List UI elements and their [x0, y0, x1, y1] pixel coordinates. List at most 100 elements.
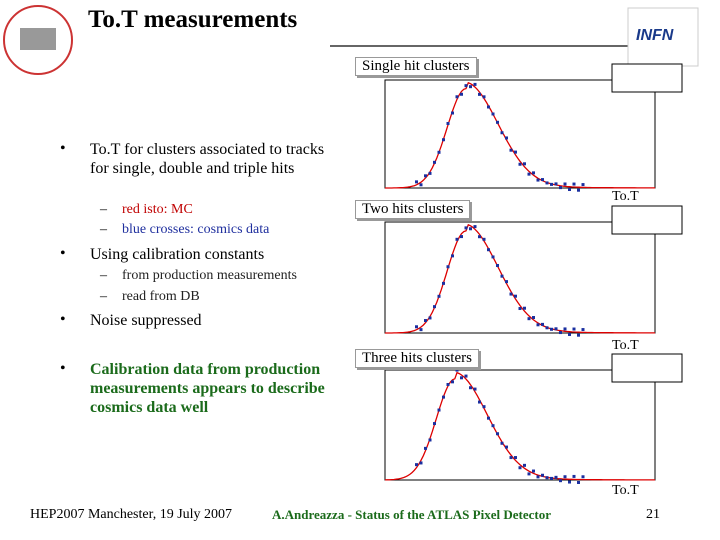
- data-point: [487, 105, 490, 109]
- data-point: [572, 474, 576, 478]
- sub-bullet: red isto: MC: [122, 202, 193, 217]
- data-point: [478, 92, 481, 96]
- data-point: [514, 456, 517, 460]
- plot-title: Two hits clusters: [355, 200, 471, 219]
- data-point: [577, 333, 580, 337]
- data-point: [509, 456, 513, 460]
- data-point: [536, 178, 540, 182]
- data-point: [559, 186, 562, 190]
- page-number: 21: [646, 507, 660, 522]
- data-point: [536, 475, 540, 479]
- data-point: [460, 92, 463, 96]
- data-point: [433, 160, 436, 164]
- data-point: [464, 84, 468, 88]
- data-point: [437, 408, 441, 412]
- bullet-text: Calibration data from production measure…: [90, 361, 325, 416]
- plot-frame: [384, 221, 656, 334]
- data-point: [554, 327, 558, 331]
- data-point: [478, 235, 481, 239]
- data-point: [577, 480, 580, 484]
- infn-logo-text: INFN: [636, 27, 674, 44]
- data-point: [446, 265, 450, 269]
- mc-histogram: [384, 371, 655, 481]
- bullet-text: Noise suppressed: [90, 312, 202, 329]
- data-point: [527, 172, 531, 176]
- data-point: [469, 85, 472, 89]
- data-point: [550, 182, 553, 186]
- data-point: [541, 178, 544, 182]
- data-point: [491, 112, 495, 116]
- bullet: •: [60, 140, 66, 157]
- data-point: [415, 463, 418, 467]
- data-point: [464, 226, 468, 230]
- data-point: [428, 171, 432, 175]
- data-point: [532, 171, 535, 175]
- data-point: [419, 461, 423, 465]
- sub-bullet: from production measurements: [122, 268, 297, 283]
- data-point: [559, 479, 562, 483]
- data-point: [482, 405, 486, 409]
- bullet: •: [60, 360, 66, 377]
- data-point: [532, 316, 535, 320]
- footer-left: HEP2007 Manchester, 19 July 2007: [30, 507, 233, 522]
- data-point: [577, 188, 580, 192]
- data-point: [500, 441, 504, 445]
- data-point: [496, 120, 499, 124]
- data-point: [496, 432, 499, 436]
- data-point: [415, 180, 418, 184]
- bullet: •: [60, 311, 66, 328]
- data-point: [446, 121, 450, 125]
- data-point: [563, 475, 567, 479]
- dash: –: [100, 268, 107, 283]
- data-point: [482, 237, 486, 241]
- data-point: [581, 328, 585, 332]
- data-point: [541, 322, 544, 326]
- data-point: [455, 95, 459, 99]
- data-point: [523, 463, 526, 467]
- data-point: [442, 281, 445, 285]
- data-point: [424, 174, 427, 178]
- bullet: •: [60, 245, 66, 262]
- data-point: [469, 386, 472, 390]
- data-point: [491, 424, 495, 428]
- data-point: [527, 317, 531, 321]
- data-point: [536, 323, 540, 327]
- data-point: [523, 306, 526, 310]
- data-point: [469, 227, 472, 231]
- mc-histogram: [385, 223, 655, 334]
- data-point: [451, 254, 454, 258]
- plot-title: Single hit clusters: [355, 57, 477, 76]
- bullet-text: Using calibration constants: [90, 246, 265, 263]
- data-point: [518, 162, 522, 166]
- data-point: [514, 150, 517, 154]
- data-point: [572, 182, 576, 186]
- data-point: [563, 327, 567, 331]
- data-point: [424, 319, 427, 323]
- data-point: [473, 225, 477, 229]
- data-point: [419, 183, 423, 187]
- sub-bullet: read from DB: [122, 289, 200, 304]
- dash: –: [100, 222, 107, 237]
- data-point: [478, 400, 481, 404]
- data-point: [581, 475, 585, 479]
- stats-box: [611, 205, 683, 235]
- data-point: [428, 316, 432, 320]
- data-point: [572, 327, 576, 331]
- axis-label: To.T: [612, 338, 639, 353]
- data-point: [532, 469, 535, 473]
- data-point: [568, 480, 571, 484]
- data-point: [473, 387, 477, 391]
- bullet-text: To.T for clusters associated to tracks f…: [90, 141, 325, 177]
- dash: –: [100, 289, 107, 304]
- data-point: [433, 422, 436, 426]
- dash: –: [100, 202, 107, 217]
- data-point: [455, 237, 459, 241]
- axis-label: To.T: [612, 189, 639, 204]
- data-point: [487, 416, 490, 420]
- data-point: [568, 332, 571, 336]
- data-point: [523, 162, 526, 166]
- atlas-logo-image: [20, 28, 56, 50]
- data-point: [509, 292, 513, 296]
- data-point: [509, 148, 513, 152]
